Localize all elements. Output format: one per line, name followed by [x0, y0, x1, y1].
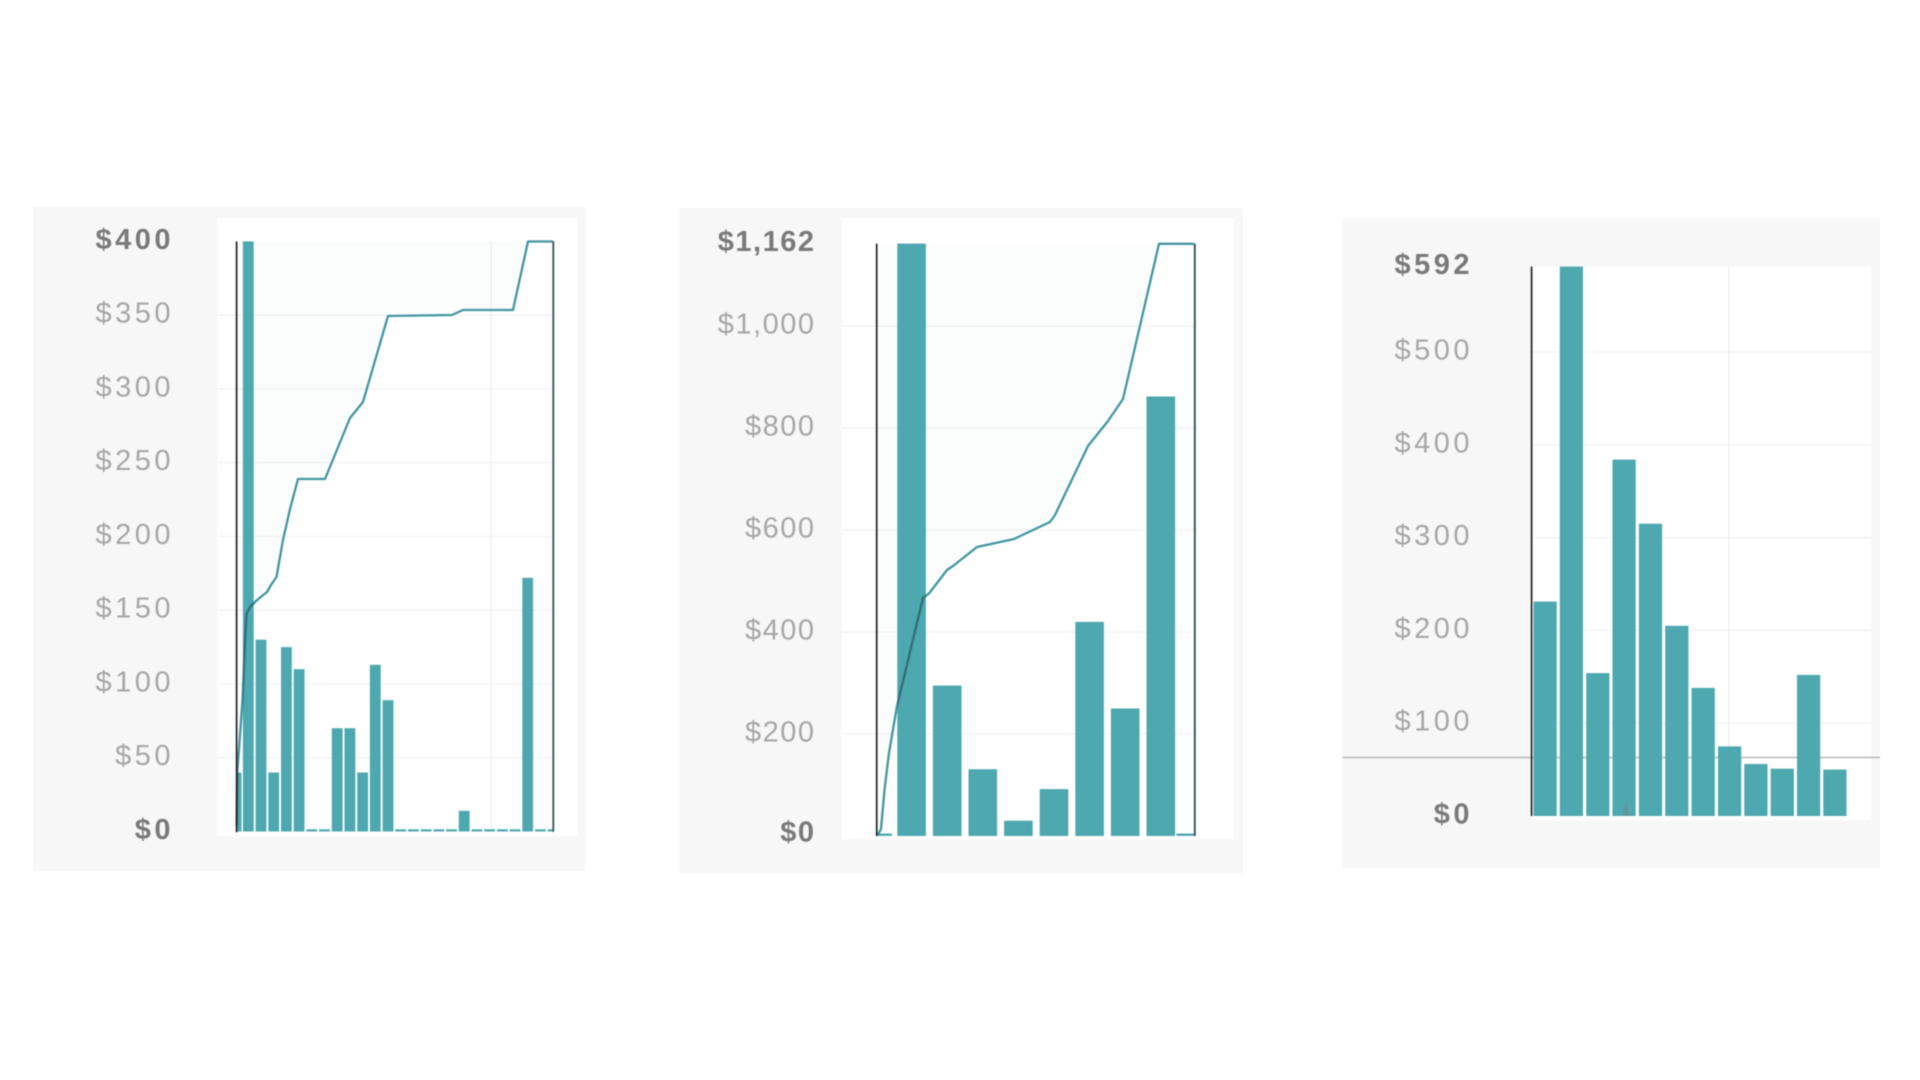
svg-text:$0: $0	[780, 817, 815, 849]
svg-text:$300: $300	[1394, 520, 1473, 552]
svg-text:$592: $592	[1394, 249, 1473, 281]
svg-text:$0: $0	[135, 814, 174, 846]
svg-text:$600: $600	[745, 513, 816, 545]
svg-text:$500: $500	[1394, 335, 1473, 367]
svg-text:$300: $300	[95, 371, 174, 403]
svg-text:$1,000: $1,000	[718, 309, 816, 341]
svg-text:$0: $0	[1434, 799, 1473, 831]
svg-text:$200: $200	[745, 717, 816, 749]
svg-text:$400: $400	[95, 224, 174, 256]
svg-text:$50: $50	[115, 740, 174, 772]
svg-text:$100: $100	[1394, 706, 1473, 738]
svg-text:$800: $800	[745, 411, 816, 443]
svg-text:$150: $150	[95, 593, 174, 625]
svg-text:$350: $350	[95, 298, 174, 330]
svg-text:$200: $200	[1394, 613, 1473, 645]
svg-text:$250: $250	[95, 445, 174, 477]
svg-text:$400: $400	[745, 615, 816, 647]
svg-text:$200: $200	[95, 519, 174, 551]
svg-text:$400: $400	[1394, 427, 1473, 459]
svg-text:$100: $100	[95, 667, 174, 699]
svg-text:$1,162: $1,162	[718, 226, 816, 258]
